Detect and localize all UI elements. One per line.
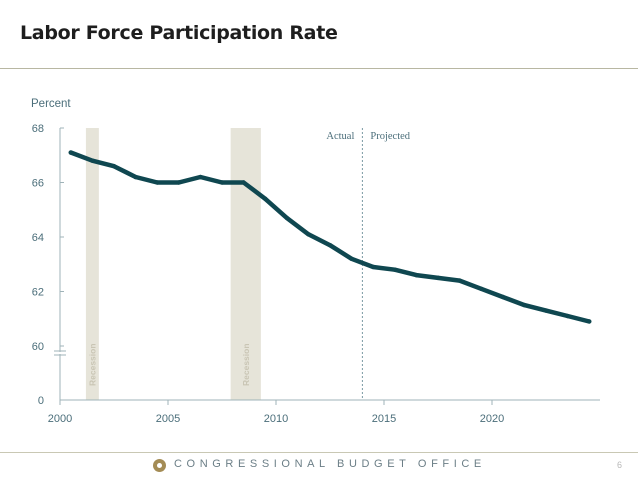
title-divider bbox=[0, 68, 638, 69]
slide-title: Labor Force Participation Rate bbox=[20, 22, 338, 44]
y-tick-label: 60 bbox=[32, 341, 44, 353]
x-tick-label: 2005 bbox=[156, 413, 180, 425]
data-point bbox=[327, 242, 333, 248]
recession-label: Recession bbox=[241, 343, 251, 386]
x-tick-label: 2015 bbox=[372, 413, 396, 425]
line-chart: Recession Recession 0 60 62 64 66 68 2000 2005 201… bbox=[31, 98, 600, 425]
actual-label: Actual bbox=[326, 131, 354, 142]
y-tick-label: 0 bbox=[38, 395, 44, 407]
data-point bbox=[111, 163, 117, 169]
page-number: 6 bbox=[616, 460, 622, 470]
data-point bbox=[133, 174, 138, 180]
recession-band bbox=[230, 128, 261, 400]
data-point bbox=[263, 196, 268, 202]
x-tick-label: 2020 bbox=[480, 413, 504, 425]
data-point bbox=[457, 278, 462, 283]
y-tick-label: 62 bbox=[32, 287, 44, 299]
data-point bbox=[284, 215, 289, 221]
data-point bbox=[219, 180, 225, 185]
data-point bbox=[587, 319, 592, 324]
data-point bbox=[392, 267, 397, 272]
data-point bbox=[435, 275, 441, 281]
data-point bbox=[500, 294, 505, 300]
footer-divider bbox=[0, 452, 638, 453]
data-point bbox=[90, 158, 95, 163]
x-tick-label: 2000 bbox=[48, 413, 72, 425]
data-point bbox=[198, 174, 203, 180]
x-tick-label: 2010 bbox=[264, 413, 288, 425]
y-tick-label: 68 bbox=[32, 123, 44, 135]
recession-label: Recession bbox=[87, 343, 97, 386]
footer: CONGRESSIONAL BUDGET OFFICE 6 bbox=[0, 458, 638, 476]
data-point bbox=[68, 150, 74, 155]
data-point bbox=[522, 302, 527, 308]
data-point bbox=[414, 272, 419, 278]
y-tick-label: 66 bbox=[32, 178, 44, 190]
data-point bbox=[155, 180, 160, 185]
data-point bbox=[306, 232, 311, 237]
participation-rate-line bbox=[68, 150, 592, 324]
y-axis-unit-label: Percent bbox=[31, 98, 71, 110]
axis-break-gap bbox=[59, 352, 61, 354]
data-point bbox=[543, 308, 549, 313]
y-tick-label: 64 bbox=[32, 232, 44, 244]
footer-organization: CONGRESSIONAL BUDGET OFFICE bbox=[174, 458, 486, 470]
projected-label: Projected bbox=[370, 131, 410, 142]
data-point bbox=[565, 313, 570, 319]
data-point bbox=[241, 180, 246, 185]
data-point bbox=[371, 264, 376, 270]
data-point bbox=[349, 256, 354, 261]
cbo-logo-icon bbox=[153, 459, 166, 472]
recession-band bbox=[85, 128, 99, 400]
data-point bbox=[479, 286, 484, 291]
data-point bbox=[176, 180, 181, 185]
